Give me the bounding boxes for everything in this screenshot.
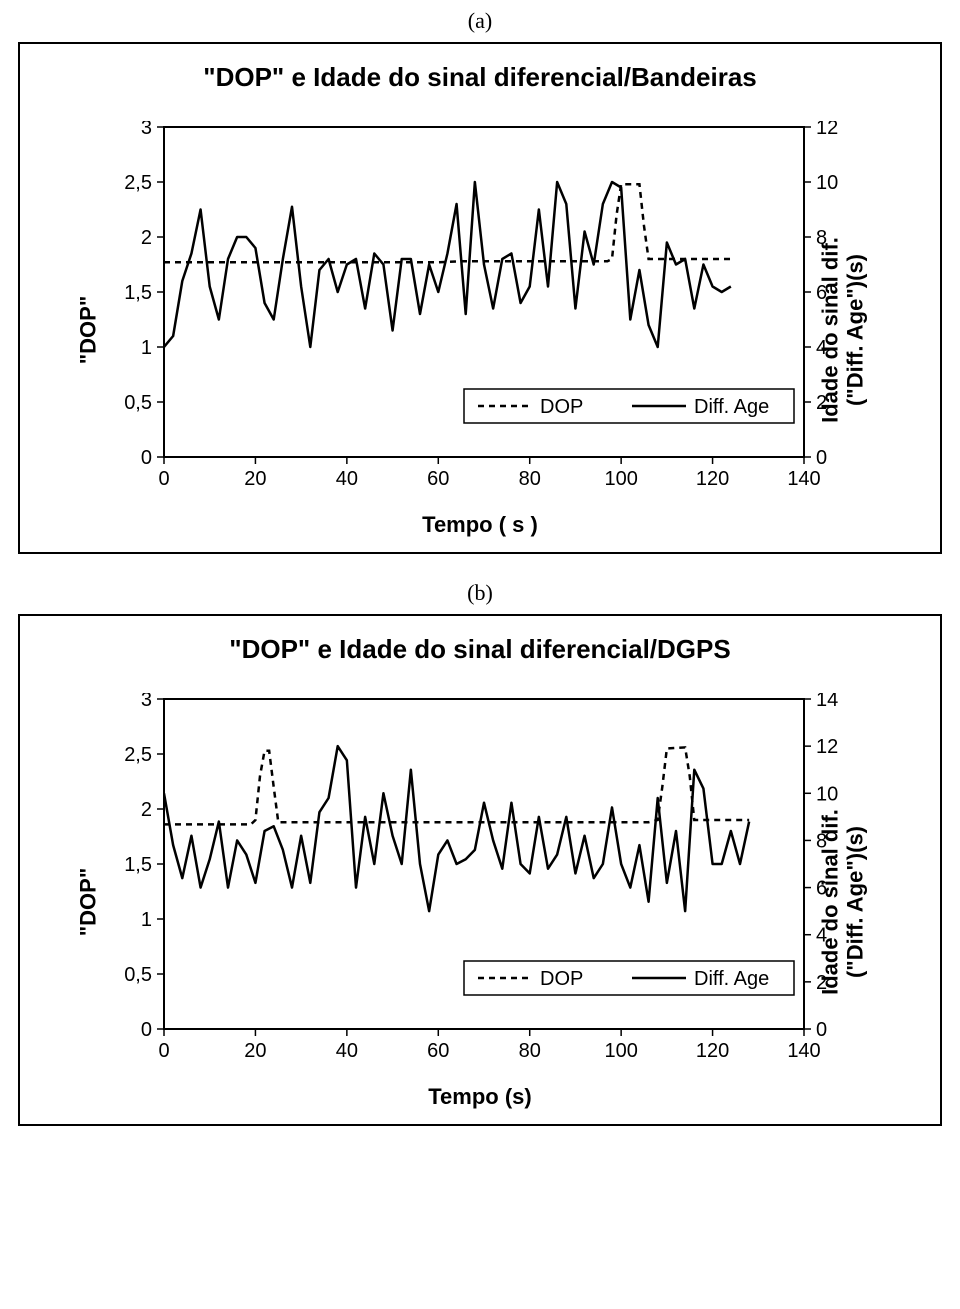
svg-text:0: 0 [158,1040,169,1062]
svg-text:120: 120 [696,1040,729,1062]
svg-text:2: 2 [141,799,152,821]
chart-a-y-left-label: "DOP" [75,295,101,364]
svg-text:3: 3 [141,121,152,139]
svg-text:1: 1 [141,909,152,931]
svg-text:12: 12 [816,121,838,139]
chart-b-y-right-line1: Idade do sinal dif. [818,809,843,995]
svg-text:40: 40 [336,1040,358,1062]
subplot-label-a: (a) [468,8,492,34]
svg-text:2: 2 [141,227,152,249]
chart-b-title: "DOP" e Idade do sinal diferencial/DGPS [229,634,730,665]
svg-text:10: 10 [816,172,838,194]
chart-b-x-label: Tempo (s) [106,1084,854,1110]
panel-a: "DOP" e Idade do sinal diferencial/Bande… [18,42,942,554]
chart-b-y-right-line2: ("Diff. Age")(s) [843,825,868,977]
chart-b-wrap: "DOP" Idade do sinal dif. ("Diff. Age")(… [106,693,854,1110]
svg-text:40: 40 [336,468,358,490]
svg-text:80: 80 [519,1040,541,1062]
svg-text:100: 100 [604,468,637,490]
svg-text:10: 10 [816,783,838,805]
svg-text:0,5: 0,5 [124,392,152,414]
svg-text:140: 140 [787,468,820,490]
svg-text:20: 20 [244,1040,266,1062]
svg-text:12: 12 [816,736,838,758]
svg-text:3: 3 [141,693,152,711]
subplot-label-b: (b) [467,580,493,606]
chart-a-y-right-line1: Idade do sinal dif. [818,237,843,423]
svg-text:0: 0 [141,447,152,469]
svg-text:1,5: 1,5 [124,282,152,304]
svg-text:80: 80 [519,468,541,490]
chart-a-wrap: "DOP" Idade do sinal dif. ("Diff. Age")(… [106,121,854,538]
svg-text:0,5: 0,5 [124,964,152,986]
svg-text:0: 0 [816,447,827,469]
svg-text:1: 1 [141,337,152,359]
svg-text:14: 14 [816,693,838,711]
chart-b-y-left-label: "DOP" [75,867,101,936]
chart-a-x-label: Tempo ( s ) [106,512,854,538]
chart-a-y-right-label: Idade do sinal dif. ("Diff. Age")(s) [818,237,869,423]
svg-text:20: 20 [244,468,266,490]
svg-text:DOP: DOP [540,968,583,990]
svg-text:0: 0 [141,1019,152,1041]
figure: (a) "DOP" e Idade do sinal diferencial/B… [0,0,960,1144]
svg-text:2,5: 2,5 [124,744,152,766]
svg-text:1,5: 1,5 [124,854,152,876]
svg-text:100: 100 [604,1040,637,1062]
svg-text:DOP: DOP [540,396,583,418]
chart-a-svg: 02040608010012014000,511,522,53024681012… [106,121,854,497]
chart-b-y-right-label: Idade do sinal dif. ("Diff. Age")(s) [818,809,869,995]
svg-text:140: 140 [787,1040,820,1062]
svg-text:0: 0 [158,468,169,490]
svg-text:Diff. Age: Diff. Age [694,968,769,990]
chart-b-svg: 02040608010012014000,511,522,53024681012… [106,693,854,1069]
svg-text:Diff. Age: Diff. Age [694,396,769,418]
svg-text:2,5: 2,5 [124,172,152,194]
panel-b: "DOP" e Idade do sinal diferencial/DGPS … [18,614,942,1126]
svg-text:120: 120 [696,468,729,490]
svg-text:60: 60 [427,1040,449,1062]
chart-a-title: "DOP" e Idade do sinal diferencial/Bande… [203,62,757,93]
svg-text:60: 60 [427,468,449,490]
svg-text:0: 0 [816,1019,827,1041]
chart-a-y-right-line2: ("Diff. Age")(s) [843,253,868,405]
